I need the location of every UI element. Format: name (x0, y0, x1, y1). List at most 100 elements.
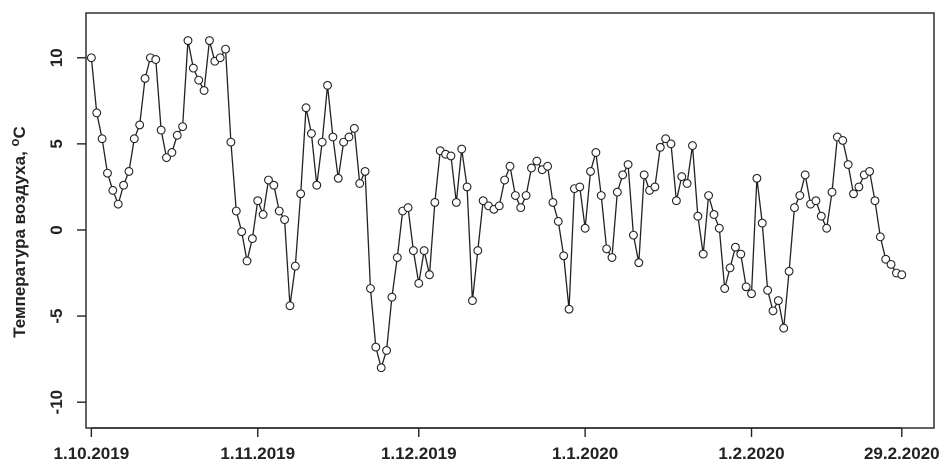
data-point (360, 166, 370, 176)
data-point (215, 53, 225, 63)
data-point (827, 187, 837, 197)
data-point (451, 197, 461, 207)
data-point (736, 249, 746, 259)
y-axis-title-superscript: o (7, 138, 22, 146)
data-point (226, 137, 236, 147)
data-point (704, 191, 714, 200)
data-point (709, 210, 719, 219)
data-point (661, 134, 671, 144)
data-point (280, 215, 290, 225)
x-tick-label: 1.1.2020 (552, 444, 618, 463)
data-point (237, 227, 247, 237)
data-point (430, 197, 440, 207)
y-tick-label: 5 (47, 139, 66, 148)
data-point (553, 216, 563, 226)
data-point (521, 191, 531, 200)
data-point (838, 135, 848, 145)
data-point (779, 323, 789, 333)
data-point (403, 203, 413, 213)
data-point (639, 170, 649, 180)
data-point (768, 306, 778, 316)
data-point (387, 292, 397, 302)
data-point (543, 161, 553, 171)
data-point (741, 282, 751, 292)
data-point (462, 182, 472, 192)
data-point (607, 253, 617, 262)
data-point (408, 246, 418, 256)
data-point (612, 187, 622, 197)
data-point (865, 166, 875, 176)
data-point (816, 211, 826, 221)
data-point (596, 191, 606, 200)
data-point (242, 256, 252, 266)
data-point (108, 185, 118, 195)
data-point (113, 199, 123, 209)
data-point (586, 166, 595, 176)
data-point (103, 168, 112, 178)
data-point (811, 196, 821, 206)
data-point (897, 270, 907, 280)
data-point (886, 259, 896, 269)
data-point (773, 296, 783, 306)
data-point (747, 289, 756, 299)
y-axis-title-unit: C (10, 126, 29, 138)
data-point (500, 175, 510, 185)
data-point (296, 189, 306, 199)
data-point (757, 218, 767, 228)
x-axis: 1.10.2019 1.11.2019 1.12.2019 1.1.2020 1.2.2… (54, 427, 940, 463)
data-point (580, 223, 590, 233)
data-point (618, 170, 628, 180)
plot-frame (85, 12, 935, 429)
data-point (795, 191, 805, 200)
data-point (135, 120, 145, 130)
data-point (446, 151, 456, 161)
data-point (97, 134, 107, 144)
y-tick-label: 0 (47, 225, 66, 234)
data-point (425, 270, 434, 280)
data-point (650, 182, 660, 192)
data-point (231, 206, 241, 216)
data-point (473, 246, 483, 256)
data-point (800, 170, 810, 180)
data-point (730, 242, 740, 252)
data-point (881, 254, 891, 264)
data-point (688, 141, 697, 151)
data-point (875, 232, 885, 242)
data-point (505, 161, 515, 171)
data-point (784, 266, 794, 276)
data-point (129, 134, 139, 144)
data-point (752, 173, 762, 183)
data-point (655, 142, 665, 152)
data-point (188, 63, 198, 73)
y-tick-label: -5 (47, 309, 66, 324)
data-point (623, 160, 633, 169)
data-point (312, 180, 322, 190)
data-point (698, 249, 708, 259)
data-point (478, 196, 488, 206)
data-point (677, 172, 687, 182)
data-point (516, 203, 526, 213)
data-point (666, 139, 676, 149)
data-point (355, 179, 365, 188)
data-point (366, 284, 375, 293)
data-point (178, 122, 188, 132)
y-tick-label: 10 (47, 48, 66, 67)
x-tick-label: 1.10.2019 (54, 444, 130, 463)
data-point (763, 285, 773, 295)
data-point (221, 44, 230, 54)
data-point (720, 284, 730, 293)
data-point (306, 129, 316, 138)
data-point (419, 246, 429, 256)
data-point (634, 258, 644, 268)
data-point (725, 263, 735, 273)
data-point (382, 346, 392, 355)
data-point (269, 180, 279, 190)
data-point (510, 191, 520, 200)
data-point (628, 230, 638, 240)
series-group (86, 36, 907, 373)
y-axis-title-text: Температура воздуха, (10, 146, 29, 337)
data-point (548, 197, 558, 207)
data-point (92, 108, 102, 118)
data-point (194, 75, 204, 85)
